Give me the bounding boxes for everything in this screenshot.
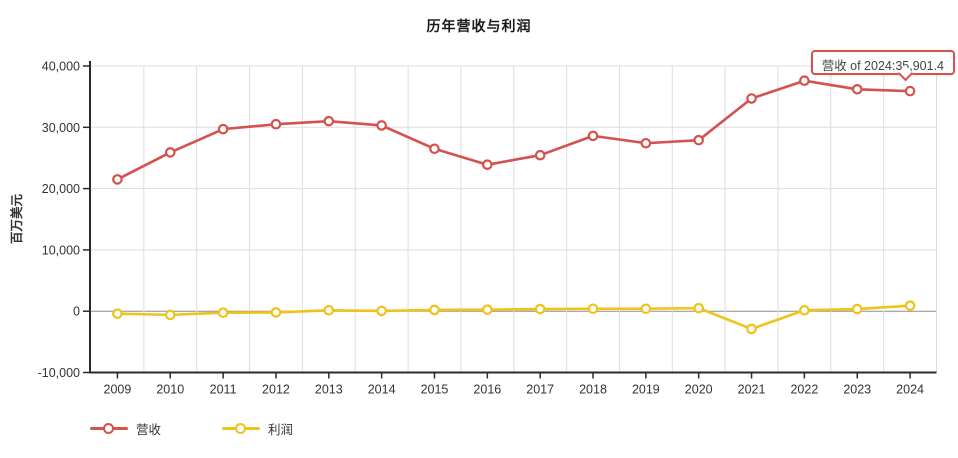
- data-point-profit-2011[interactable]: [217, 307, 229, 319]
- legend-item-revenue[interactable]: 营收: [90, 419, 161, 438]
- y-axis-tick-label: 40,000: [42, 60, 80, 74]
- data-point-profit-2019[interactable]: [640, 303, 652, 315]
- x-axis-tick-label: 2024: [896, 383, 924, 397]
- data-point-profit-2017[interactable]: [534, 303, 546, 315]
- tooltip-text: 营收 of 2024:35,901.4: [821, 59, 944, 73]
- series-line-revenue: [116, 79, 912, 181]
- data-point-revenue-2009[interactable]: [112, 174, 123, 185]
- data-point-profit-2010[interactable]: [164, 309, 176, 321]
- data-point-revenue-2016[interactable]: [482, 159, 493, 170]
- x-axis-tick-label: 2015: [421, 383, 449, 397]
- data-point-profit-2023[interactable]: [851, 303, 863, 315]
- data-point-profit-2013[interactable]: [323, 304, 335, 316]
- tooltip: 营收 of 2024:35,901.4: [810, 50, 955, 82]
- data-point-profit-2016[interactable]: [482, 304, 493, 315]
- data-point-profit-2015[interactable]: [429, 304, 440, 316]
- data-point-revenue-2019[interactable]: [640, 137, 652, 149]
- data-point-revenue-2020[interactable]: [693, 134, 705, 146]
- data-point-profit-2022[interactable]: [799, 304, 810, 316]
- data-point-revenue-2022[interactable]: [799, 75, 810, 87]
- x-axis-tick-label: 2023: [843, 383, 871, 397]
- x-axis-tick-label: 2020: [685, 383, 713, 397]
- data-point-revenue-2017[interactable]: [534, 149, 546, 161]
- x-axis-tick-label: 2012: [262, 383, 290, 397]
- legend-label-profit: 利润: [268, 423, 294, 437]
- legend-dot-icon: [103, 423, 114, 434]
- x-axis-tick-label: 2022: [790, 383, 818, 397]
- data-point-revenue-2018[interactable]: [587, 130, 599, 142]
- data-point-revenue-2021[interactable]: [746, 93, 757, 104]
- y-axis-tick-label: 20,000: [42, 182, 80, 196]
- y-axis-tick-label: 10,000: [42, 243, 80, 257]
- series-line-profit: [116, 304, 912, 331]
- data-point-revenue-2010[interactable]: [164, 147, 176, 158]
- x-axis-tick-label: 2016: [473, 383, 501, 397]
- data-point-revenue-2013[interactable]: [323, 115, 335, 127]
- data-point-profit-2009[interactable]: [112, 308, 123, 319]
- y-axis-tick-label: 0: [73, 305, 80, 319]
- data-point-revenue-2012[interactable]: [270, 118, 282, 130]
- profit-line-marker-icon: [222, 423, 261, 434]
- x-axis-tick-label: 2018: [579, 383, 607, 397]
- legend-label-revenue: 营收: [136, 423, 162, 437]
- data-point-profit-2014[interactable]: [376, 305, 387, 317]
- data-point-revenue-2011[interactable]: [217, 123, 229, 135]
- x-axis-tick-label: 2011: [210, 383, 237, 397]
- x-axis-tick-label: 2009: [104, 383, 132, 397]
- x-axis-tick-label: 2017: [526, 383, 554, 397]
- y-axis-tick-label: 30,000: [42, 121, 80, 135]
- data-point-profit-2020[interactable]: [693, 302, 705, 314]
- data-point-revenue-2015[interactable]: [429, 143, 440, 155]
- x-axis-tick-label: 2010: [156, 383, 184, 397]
- legend-item-profit[interactable]: 利润: [222, 419, 293, 438]
- x-axis-tick-label: 2019: [632, 383, 660, 397]
- x-axis-tick-label: 2013: [315, 383, 343, 397]
- chart-title: 历年营收与利润: [426, 18, 532, 34]
- data-point-profit-2021[interactable]: [746, 323, 757, 335]
- data-point-revenue-2014[interactable]: [376, 120, 387, 131]
- data-point-profit-2024[interactable]: [904, 300, 916, 311]
- y-axis-tick-label: -10,000: [38, 366, 80, 380]
- revenue-line-marker-icon: [90, 423, 128, 434]
- legend-dot-icon: [235, 423, 247, 434]
- x-axis-tick-label: 2014: [368, 383, 396, 397]
- x-axis-tick-label: 2021: [738, 383, 766, 397]
- data-point-revenue-2024[interactable]: [904, 85, 916, 97]
- legend: 营收 利润: [90, 419, 293, 438]
- data-point-profit-2012[interactable]: [270, 307, 282, 318]
- data-point-profit-2018[interactable]: [587, 303, 599, 315]
- data-point-revenue-2023[interactable]: [851, 83, 863, 95]
